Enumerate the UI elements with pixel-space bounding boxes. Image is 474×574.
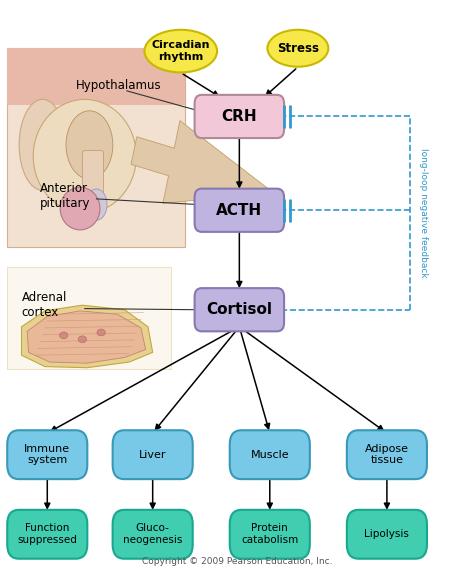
FancyBboxPatch shape xyxy=(7,430,87,479)
FancyBboxPatch shape xyxy=(8,48,185,247)
Ellipse shape xyxy=(66,111,113,179)
Ellipse shape xyxy=(60,187,100,230)
FancyBboxPatch shape xyxy=(195,95,284,138)
FancyBboxPatch shape xyxy=(113,510,193,559)
FancyBboxPatch shape xyxy=(195,288,284,331)
Ellipse shape xyxy=(78,336,87,343)
Text: Liver: Liver xyxy=(139,449,166,460)
Ellipse shape xyxy=(267,30,328,67)
Ellipse shape xyxy=(145,30,217,72)
Text: Adrenal
cortex: Adrenal cortex xyxy=(21,291,67,319)
Text: Immune
system: Immune system xyxy=(24,444,70,466)
FancyBboxPatch shape xyxy=(230,510,310,559)
FancyBboxPatch shape xyxy=(230,430,310,479)
FancyBboxPatch shape xyxy=(8,48,185,105)
Text: ACTH: ACTH xyxy=(216,203,263,218)
FancyBboxPatch shape xyxy=(195,189,284,232)
Ellipse shape xyxy=(86,189,107,220)
Text: long-loop negative feedback: long-loop negative feedback xyxy=(419,148,428,278)
FancyArrow shape xyxy=(131,121,273,203)
Text: Cortisol: Cortisol xyxy=(206,302,273,317)
FancyBboxPatch shape xyxy=(7,510,87,559)
Text: Function
suppressed: Function suppressed xyxy=(18,523,77,545)
Text: Copyright © 2009 Pearson Education, Inc.: Copyright © 2009 Pearson Education, Inc. xyxy=(142,557,332,565)
Text: Hypothalamus: Hypothalamus xyxy=(75,79,161,92)
Ellipse shape xyxy=(33,99,137,213)
Polygon shape xyxy=(27,311,146,363)
Text: Anterior
pituitary: Anterior pituitary xyxy=(40,182,91,210)
Text: Stress: Stress xyxy=(277,42,319,55)
Text: Gluco-
neogenesis: Gluco- neogenesis xyxy=(123,523,182,545)
Polygon shape xyxy=(21,305,153,368)
Ellipse shape xyxy=(59,332,68,339)
Text: Lipolysis: Lipolysis xyxy=(365,529,410,540)
Ellipse shape xyxy=(97,329,105,336)
Ellipse shape xyxy=(19,99,66,191)
Text: Muscle: Muscle xyxy=(250,449,289,460)
FancyBboxPatch shape xyxy=(8,267,172,370)
Text: CRH: CRH xyxy=(221,109,257,124)
FancyBboxPatch shape xyxy=(347,510,427,559)
Text: Circadian
rhythm: Circadian rhythm xyxy=(152,40,210,62)
FancyBboxPatch shape xyxy=(82,150,103,199)
FancyBboxPatch shape xyxy=(113,430,193,479)
Text: Protein
catabolism: Protein catabolism xyxy=(241,523,299,545)
FancyBboxPatch shape xyxy=(347,430,427,479)
Text: Adipose
tissue: Adipose tissue xyxy=(365,444,409,466)
